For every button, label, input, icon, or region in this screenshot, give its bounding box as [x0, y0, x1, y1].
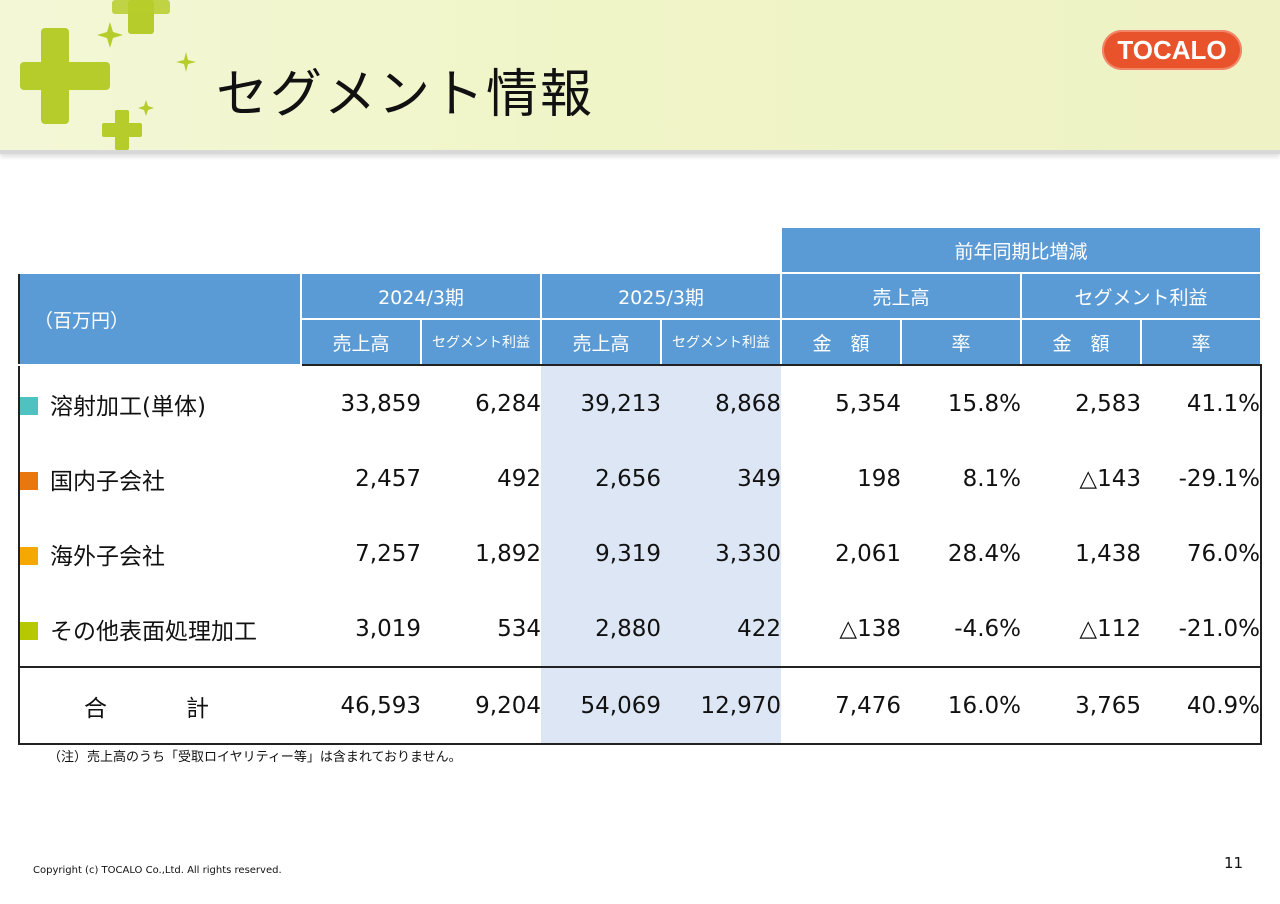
table-row: その他表面処理加工 3,019 534 2,880 422 △138 -4.6% △112 -2…: [18, 591, 1262, 667]
segment-label-text: 溶射加工(単体): [50, 393, 206, 420]
table-cell: -29.1%: [1141, 441, 1262, 516]
col-2024-profit: セグメント利益: [420, 318, 542, 366]
page-number: 11: [1224, 854, 1244, 872]
col-yoy-profit-amount: 金 額: [1020, 318, 1142, 366]
segment-label: 溶射加工(単体): [18, 365, 301, 441]
total-label-text: 合 計: [84, 695, 237, 722]
table-cell: 9,319: [541, 516, 661, 591]
segment-table: 前年同期比増減 （百万円） 2024/3期 2025/3期 売上高 セグメント利…: [18, 226, 1262, 745]
period-2024-header: 2024/3期: [300, 272, 542, 320]
table-cell: 39,213: [541, 365, 661, 441]
table-cell: 2,457: [301, 441, 421, 516]
table-cell: △112: [1021, 591, 1141, 667]
table-cell: 1,892: [421, 516, 541, 591]
table-cell: △138: [781, 591, 901, 667]
table-cell: 15.8%: [901, 365, 1021, 441]
table-cell: 349: [661, 441, 781, 516]
segment-label: 国内子会社: [18, 441, 301, 516]
page-title: セグメント情報: [216, 65, 595, 125]
table-cell: 3,330: [661, 516, 781, 591]
col-yoy-sales-rate: 率: [900, 318, 1022, 366]
table-cell: 5,354: [781, 365, 901, 441]
table-cell: 198: [781, 441, 901, 516]
segment-label-text: 国内子会社: [50, 468, 165, 495]
footnote: （注）売上高のうち「受取ロイヤリティー等」は含まれておりません。: [48, 750, 462, 765]
legend-swatch-icon: [20, 471, 38, 490]
yoy-group-header: 前年同期比増減: [780, 226, 1262, 274]
table-cell: 3,019: [301, 591, 421, 667]
table-cell: 2,061: [781, 516, 901, 591]
legend-swatch-icon: [20, 621, 38, 640]
table-cell: 3,765: [1021, 666, 1141, 745]
table-cell: 2,583: [1021, 365, 1141, 441]
col-2025-sales: 売上高: [540, 318, 662, 366]
header-banner: セグメント情報 TOCALO: [0, 0, 1280, 154]
table-cell: 2,656: [541, 441, 661, 516]
period-2025-header: 2025/3期: [540, 272, 782, 320]
legend-swatch-icon: [20, 546, 38, 565]
yoy-profit-header: セグメント利益: [1020, 272, 1262, 320]
table-cell: △143: [1021, 441, 1141, 516]
table-row: 国内子会社 2,457 492 2,656 349 198 8.1% △143 -29.1%: [18, 441, 1262, 516]
table-cell: 8.1%: [901, 441, 1021, 516]
segment-label-text: 海外子会社: [50, 543, 165, 570]
sparkle-decoration-icon: [20, 0, 196, 150]
table-cell: 46,593: [301, 666, 421, 745]
table-cell: 7,476: [781, 666, 901, 745]
table-cell: 28.4%: [901, 516, 1021, 591]
legend-swatch-icon: [20, 396, 38, 415]
table-cell: 54,069: [541, 666, 661, 745]
yoy-sales-header: 売上高: [780, 272, 1022, 320]
table-row: 海外子会社 7,257 1,892 9,319 3,330 2,061 28.4% 1,438…: [18, 516, 1262, 591]
segment-label-text: その他表面処理加工: [50, 618, 257, 645]
table-cell: 76.0%: [1141, 516, 1262, 591]
total-row: 合 計 46,593 9,204 54,069 12,970 7,476 16.0% 3,76…: [18, 666, 1262, 745]
segment-label: その他表面処理加工: [18, 591, 301, 667]
table-cell: 12,970: [661, 666, 781, 745]
table-cell: 9,204: [421, 666, 541, 745]
table-cell: 7,257: [301, 516, 421, 591]
table-cell: 6,284: [421, 365, 541, 441]
table-row: 溶射加工(単体) 33,859 6,284 39,213 8,868 5,354 15.8%…: [18, 365, 1262, 441]
table-cell: -21.0%: [1141, 591, 1262, 667]
table-cell: 2,880: [541, 591, 661, 667]
table-cell: 33,859: [301, 365, 421, 441]
table-cell: 40.9%: [1141, 666, 1262, 745]
table-cell: -4.6%: [901, 591, 1021, 667]
col-2025-profit: セグメント利益: [660, 318, 782, 366]
table-cell: 8,868: [661, 365, 781, 441]
table-cell: 16.0%: [901, 666, 1021, 745]
table-cell: 492: [421, 441, 541, 516]
copyright: Copyright (c) TOCALO Co.,Ltd. All rights…: [33, 865, 282, 876]
table-cell: 534: [421, 591, 541, 667]
unit-label: （百万円）: [18, 272, 302, 366]
segment-label: 海外子会社: [18, 516, 301, 591]
col-2024-sales: 売上高: [300, 318, 422, 366]
col-yoy-profit-rate: 率: [1140, 318, 1262, 366]
total-label: 合 計: [18, 666, 301, 745]
tocalo-logo: TOCALO: [1102, 30, 1242, 70]
table-cell: 422: [661, 591, 781, 667]
col-yoy-sales-amount: 金 額: [780, 318, 902, 366]
table-cell: 1,438: [1021, 516, 1141, 591]
table-cell: 41.1%: [1141, 365, 1262, 441]
